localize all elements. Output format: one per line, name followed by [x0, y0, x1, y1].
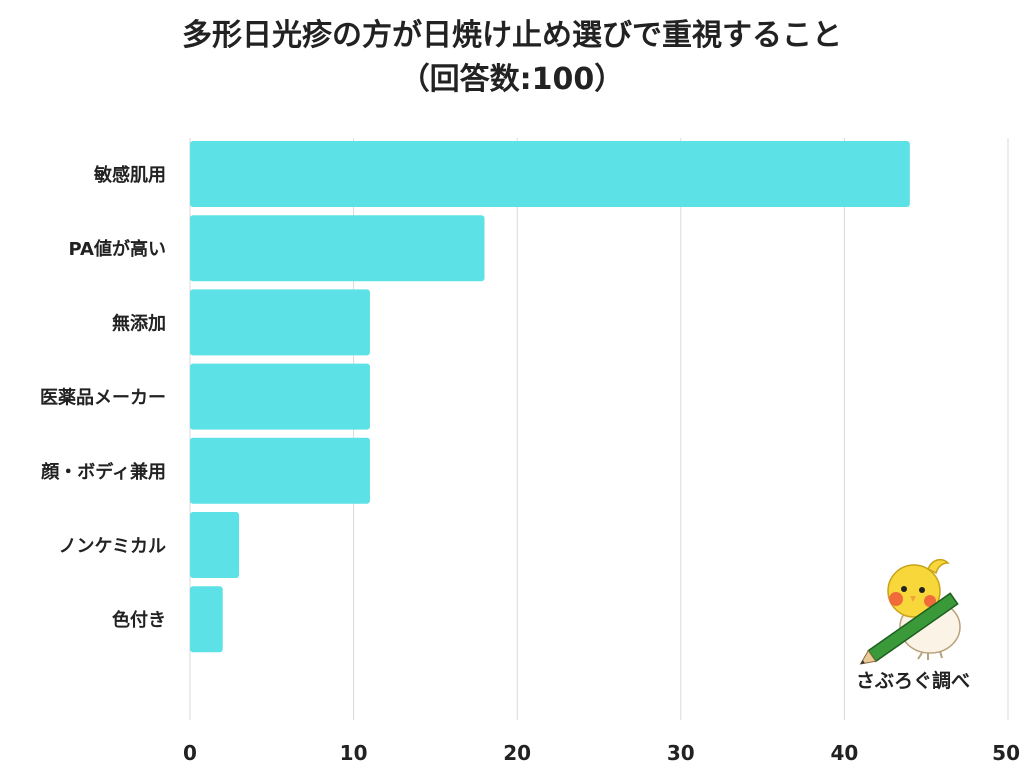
- category-label: PA値が高い: [69, 238, 166, 260]
- bar: [190, 141, 910, 207]
- bars: [190, 141, 910, 653]
- x-tick-label: 10: [340, 741, 368, 765]
- category-label: 顔・ボディ兼用: [40, 461, 166, 483]
- x-tick-label: 20: [503, 741, 531, 765]
- x-tick-label: 40: [830, 741, 858, 765]
- category-label: 医薬品メーカー: [40, 388, 166, 409]
- credit-label: さぶろぐ調べ: [855, 670, 970, 692]
- category-label: 色付き: [112, 609, 166, 631]
- x-tick-label: 0: [183, 741, 197, 765]
- x-tick-label: 50: [992, 741, 1020, 765]
- bar: [190, 289, 370, 356]
- chart-title-line1: 多形日光疹の方が日焼け止め選びで重視すること: [182, 18, 842, 53]
- bar: [190, 437, 370, 504]
- bar: [190, 586, 223, 653]
- x-tick-label: 30: [667, 741, 695, 765]
- x-tick-labels: 0 10 20 30 40 50: [183, 741, 1020, 765]
- category-label: ノンケミカル: [59, 536, 166, 557]
- bar: [190, 363, 370, 430]
- category-label: 敏感肌用: [93, 164, 166, 186]
- bar: [190, 512, 240, 578]
- bird-mascot-icon: [859, 558, 961, 665]
- bar: [190, 215, 485, 282]
- chart-title-line2: （回答数:100）: [399, 62, 625, 97]
- chart-title: 多形日光疹の方が日焼け止め選びで重視すること （回答数:100）: [0, 14, 1024, 102]
- category-label: 無添加: [112, 312, 166, 334]
